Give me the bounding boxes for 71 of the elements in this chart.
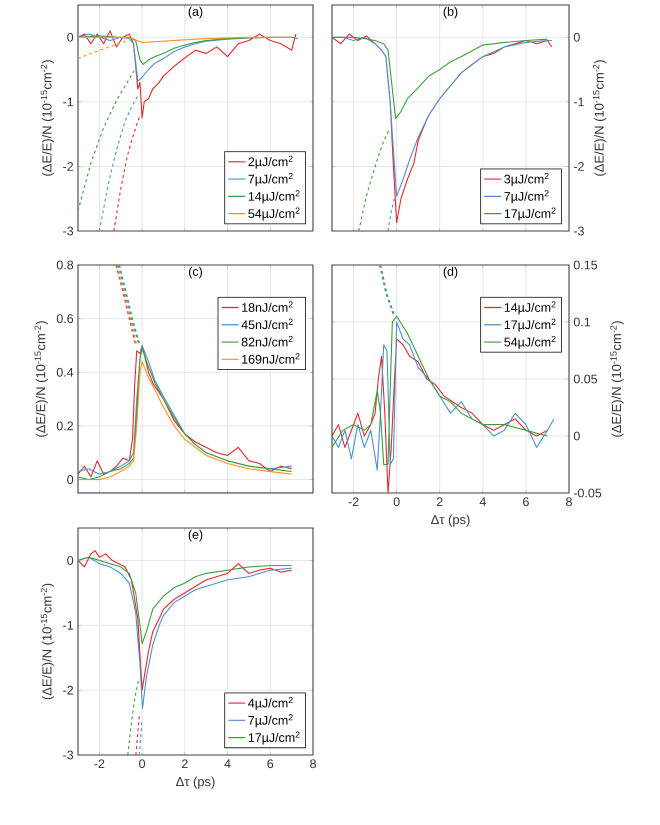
legend-label: 7µJ/cm$^{2}$ [248, 172, 293, 186]
chart-title: (e) [188, 530, 202, 542]
chart-title: (d) [444, 266, 458, 278]
y-tick-label: 0.8 [56, 260, 74, 270]
y-tick-label: 0 [574, 32, 580, 42]
x-tick-label: 2 [182, 759, 188, 768]
legend-label: 54µJ/cm$^{2}$ [504, 336, 556, 349]
line-series [127, 679, 140, 755]
x-tick-label: 4 [224, 759, 231, 768]
legend-label: 14µJ/cm$^{2}$ [504, 301, 556, 314]
x-tick-label: 2 [436, 497, 443, 506]
legend-label: 4µJ/cm$^{2}$ [248, 696, 293, 710]
legend-label: 169nJ/cm$^{2}$ [242, 353, 300, 364]
legend-label: 2µJ/cm$^{2}$ [248, 156, 293, 169]
y-tick-label: -1 [63, 621, 74, 630]
line-series [78, 556, 292, 644]
y-tick-label: 0.2 [56, 422, 74, 430]
x-tick-label: 6 [267, 759, 274, 768]
y-tick-label: 0.1 [574, 318, 590, 326]
y-tick-label: 0.4 [56, 368, 74, 377]
y-tick-label: 0.15 [574, 260, 598, 270]
line-series [98, 95, 138, 231]
x-tick-label: 6 [523, 497, 529, 506]
chart-title: (b) [444, 6, 458, 18]
x-tick-label: -2 [348, 497, 358, 506]
y-tick-label: -1 [63, 98, 74, 106]
y-tick-label: 0.05 [574, 374, 598, 384]
y-tick-label: 0 [574, 432, 580, 440]
y-tick-label: 0.6 [56, 314, 74, 324]
x-tick-label: -2 [94, 759, 104, 768]
y-axis-title: (ΔE/E)/N (10$^{-15}$cm$^{-2}$) [34, 321, 48, 437]
line-series [332, 338, 548, 493]
y-axis-title: (ΔE/E)/N (10$^{-15}$cm$^{-2}$) [40, 584, 54, 700]
y-tick-label: -3 [574, 226, 584, 236]
legend-label: 7µJ/cm$^{2}$ [248, 714, 293, 728]
x-tick-label: 8 [310, 759, 316, 768]
x-tick-label: 4 [480, 497, 486, 506]
y-axis-title: (ΔE/E)/N (10$^{-15}$cm$^{-2}$) [592, 60, 606, 176]
y-tick-label: -2 [63, 162, 74, 171]
legend-label: 54µJ/cm$^{2}$ [248, 207, 300, 220]
legend-label: 18nJ/cm$^{2}$ [242, 301, 293, 312]
x-axis-title: Δτ (ps) [176, 776, 215, 789]
chart-title: (c) [189, 266, 202, 278]
x-tick-label: 0 [139, 759, 146, 768]
line-series [78, 70, 135, 212]
legend-label: 82nJ/cm$^{2}$ [242, 336, 293, 346]
legend-label: 17µJ/cm$^{2}$ [504, 207, 556, 220]
x-tick-label: 0 [394, 497, 400, 506]
x-axis-title: Δτ (ps) [431, 514, 470, 527]
y-tick-label: -3 [63, 226, 74, 236]
legend-label: 7µJ/cm$^{2}$ [504, 190, 549, 204]
y-tick-label: 0 [67, 556, 74, 565]
y-axis-title: (ΔE/E)/N (10$^{-15}$cm$^{-2}$) [40, 60, 54, 176]
line-series [113, 116, 140, 231]
line-series [78, 40, 128, 60]
legend-label: 17µJ/cm$^{2}$ [504, 318, 556, 332]
y-axis-title: (ΔE/E)/N (10$^{-15}$cm$^{-2}$) [610, 321, 624, 437]
y-tick-label: -2 [574, 162, 584, 171]
legend-label: 3µJ/cm$^{2}$ [504, 172, 549, 186]
y-tick-label: -2 [63, 686, 74, 694]
y-tick-label: -1 [574, 98, 584, 106]
y-tick-label: 0 [67, 475, 74, 484]
y-tick-label: -0.05 [574, 488, 602, 498]
x-tick-label: 8 [566, 497, 572, 506]
y-tick-label: -3 [63, 750, 74, 760]
legend-label: 14µJ/cm$^{2}$ [248, 190, 300, 204]
legend-label: 17µJ/cm$^{2}$ [248, 731, 300, 744]
chart-title: (a) [188, 6, 202, 18]
legend-label: 45nJ/cm$^{2}$ [241, 318, 293, 330]
y-tick-label: 0 [67, 32, 74, 42]
line-series [78, 30, 296, 119]
